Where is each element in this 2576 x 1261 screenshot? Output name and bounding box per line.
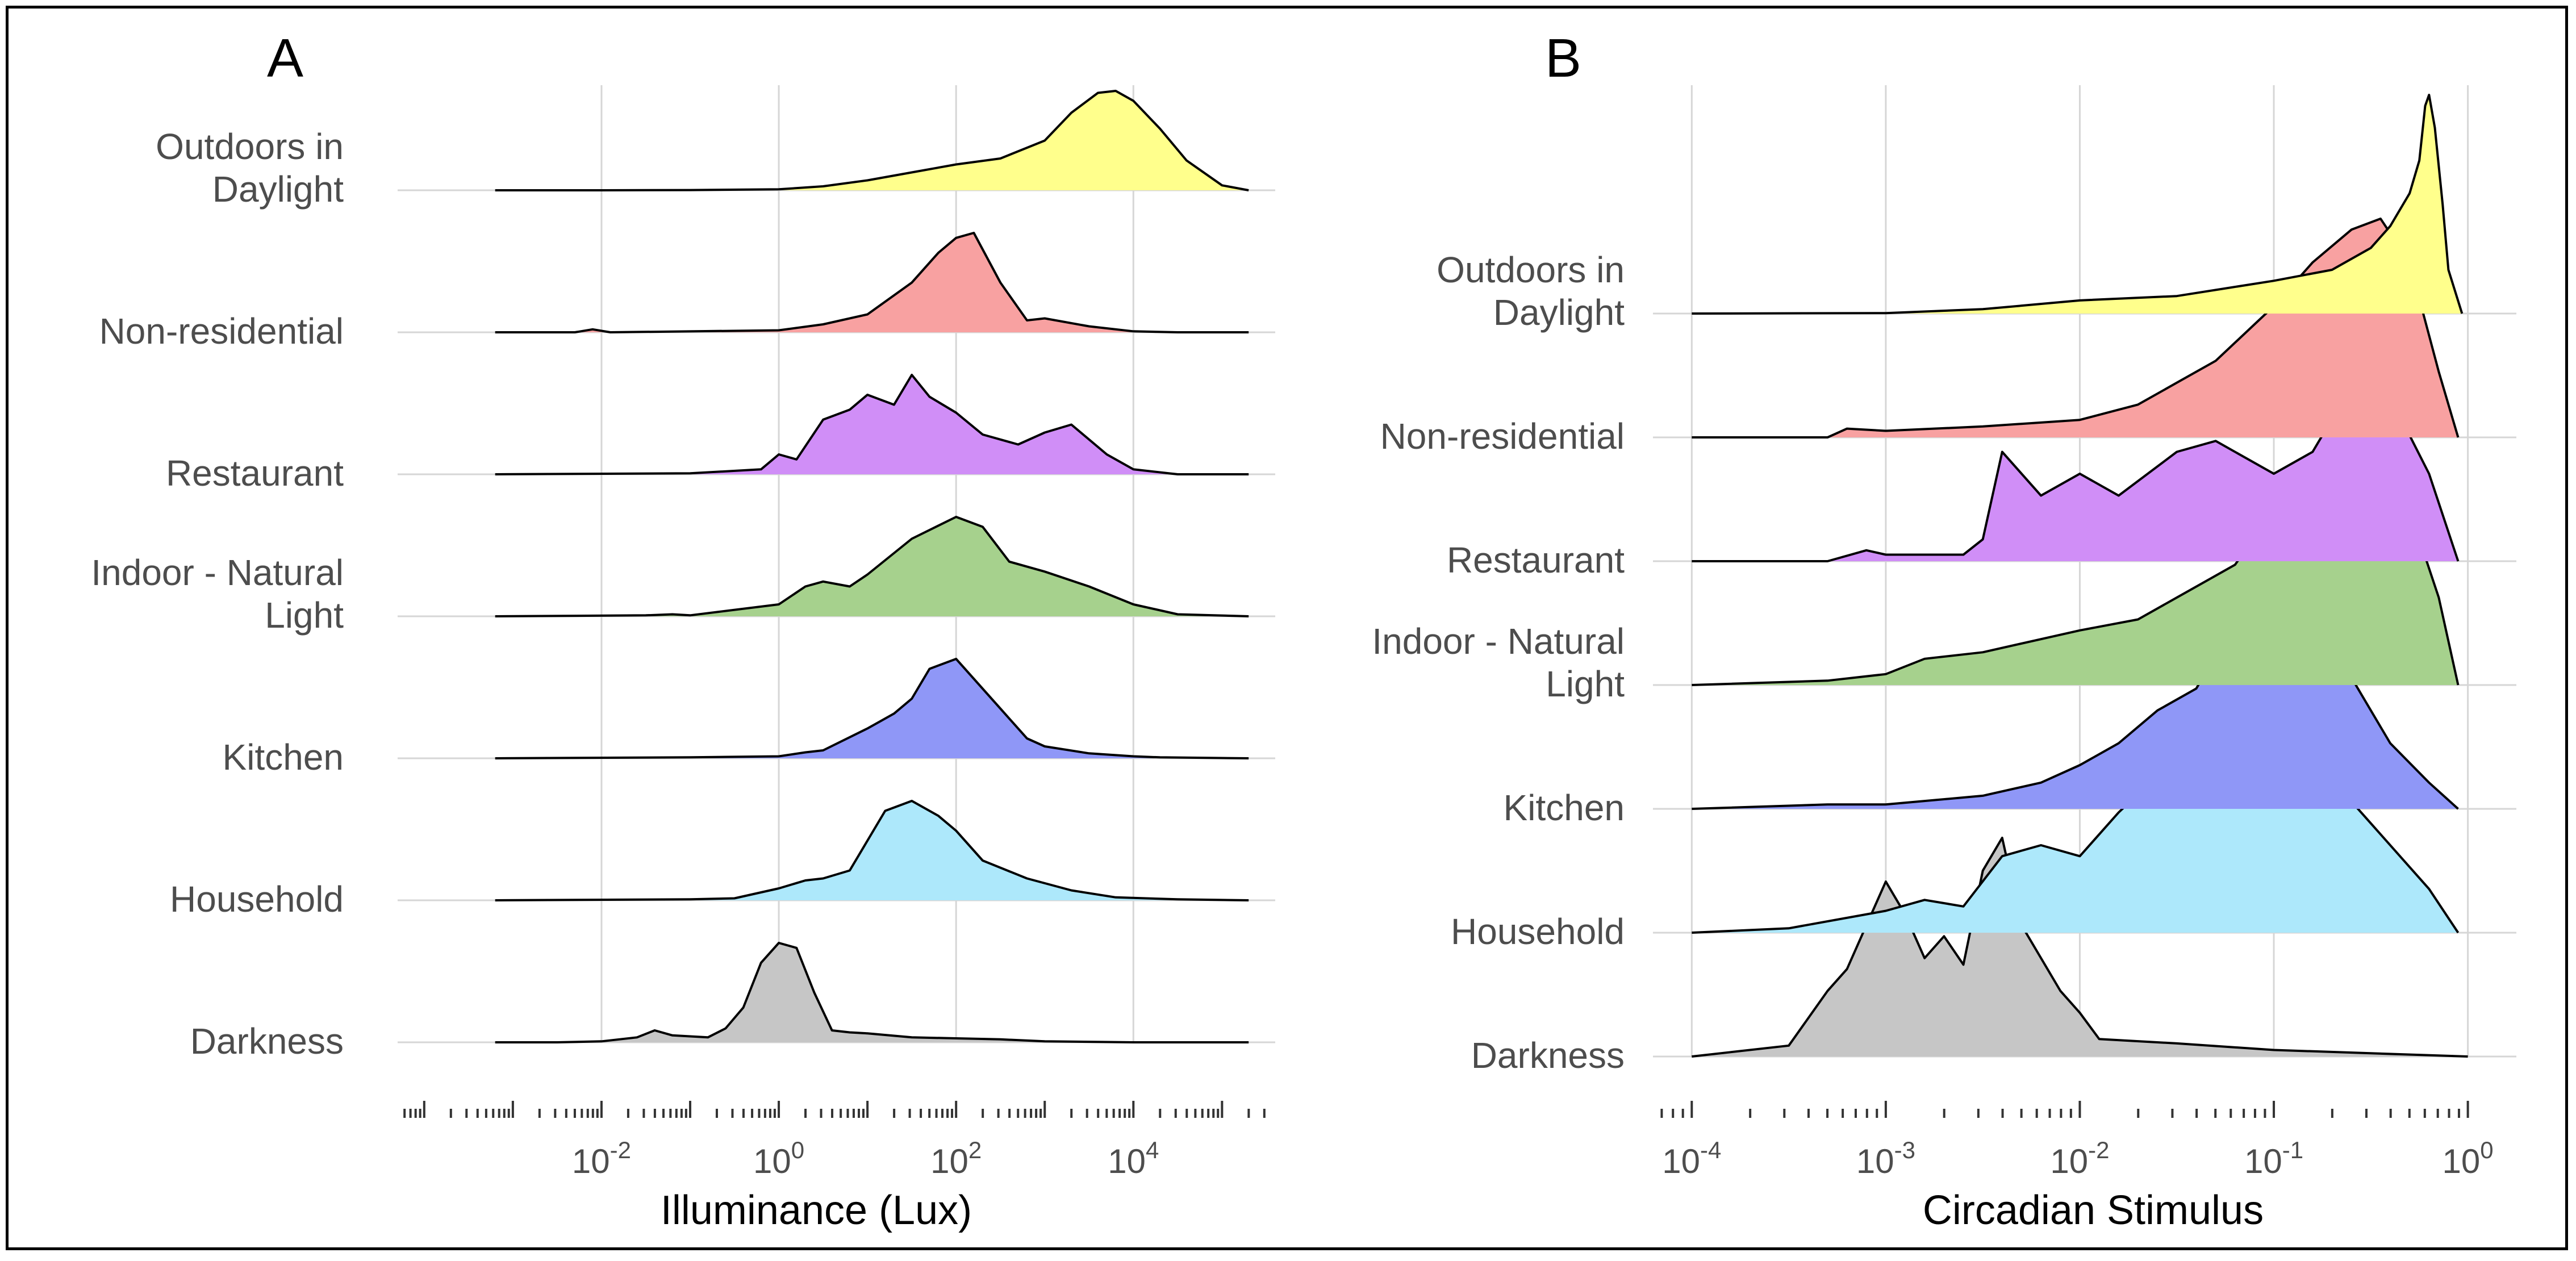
panel-a-tick-label: 10-2 [572,1137,631,1180]
panel-a-axis-title: Illuminance (Lux) [661,1188,972,1233]
panel-a-ridge-line-household [495,800,1249,901]
figure-frame [6,6,2568,1250]
panel-b-ridge-line-outdoors-in-daylight [1692,94,2464,315]
panel-a-ridge-line-outdoors-in-daylight [495,90,1249,191]
panel-b-ridges [1692,94,2468,1058]
panel-b-letter: B [1545,28,1581,89]
panel-a-x-axis: 10-2 100 102 104 [403,1101,1266,1180]
panel-b-tick-label: 10-1 [2244,1137,2303,1180]
panel-b-ridge-fill-restaurant [1692,386,2458,561]
panel-b-label-kitchen: Kitchen [1504,787,1625,828]
panel-b-tick-label: 10-4 [1662,1137,1721,1180]
panel-a-ridge-line-indoor-natural-light [495,516,1249,617]
panel-a-ridges [495,90,1249,1043]
panel-a-label-outdoors-in-daylight: Daylight [212,169,344,210]
panel-b-label-darkness: Darkness [1471,1035,1625,1076]
panel-b-ridge-fill-darkness [1692,838,2468,1057]
panel-a-tick-label: 104 [1108,1137,1159,1180]
panel-b-label-non-residential: Non-residential [1380,416,1625,457]
panel-b-ridge-fill-outdoors-in-daylight [1692,95,2462,314]
panel-a-tick-label: 100 [753,1137,804,1180]
panel-b-ridge-line-kitchen [1692,600,2459,810]
panel-a-label-household: Household [170,879,344,920]
panel-b-label-indoor-natural-light: Indoor - Natural [1372,621,1625,662]
panel-b-tick-label: 100 [2443,1137,2494,1180]
panel-a-label-indoor-natural-light: Light [265,595,344,636]
panel-a-letter: A [267,28,303,89]
panel-a-ridge-fill-restaurant [495,375,1249,474]
panel-a-label-outdoors-in-daylight: Outdoors in [156,126,344,167]
panel-b-label-household: Household [1451,911,1625,952]
panel-a-ridge-fill-indoor-natural-light [495,517,1249,616]
panel-a-label-darkness: Darkness [190,1021,344,1062]
panel-a-ridge-fill-outdoors-in-daylight [495,91,1249,190]
panel-b-tick-label: 10-2 [2050,1137,2109,1180]
panel-b-label-outdoors-in-daylight: Outdoors in [1437,249,1625,290]
panel-a-label-indoor-natural-light: Indoor - Natural [91,552,344,593]
panel-b-tick-label: 10-3 [1856,1137,1915,1180]
panel-a-label-non-residential: Non-residential [99,311,344,352]
panel-a-ridge-line-non-residential [495,232,1249,333]
panel-b-ridge-line-darkness [1692,837,2468,1058]
panel-a-ridge-line-restaurant [495,374,1249,475]
panel-b-label-restaurant: Restaurant [1447,540,1625,581]
panel-a-tick-label: 102 [930,1137,982,1180]
panel-b-ridge-fill-non-residential [1692,219,2458,437]
panel-a-ridge-line-darkness [495,942,1249,1043]
panel-a-label-kitchen: Kitchen [223,737,344,778]
panel-a-ridge-fill-kitchen [495,659,1249,758]
panel-b-label-indoor-natural-light: Light [1546,663,1625,704]
panel-a-label-restaurant: Restaurant [166,453,344,494]
panel-b-label-outdoors-in-daylight: Daylight [1493,292,1625,333]
panel-a-ridge-fill-household [495,801,1249,900]
panel-b-axis-title: Circadian Stimulus [1923,1188,2264,1233]
panel-b-x-axis: 10-4 10-3 10-2 10-1 100 [1660,1101,2494,1180]
panel-a-ridge-line-kitchen [495,658,1249,759]
